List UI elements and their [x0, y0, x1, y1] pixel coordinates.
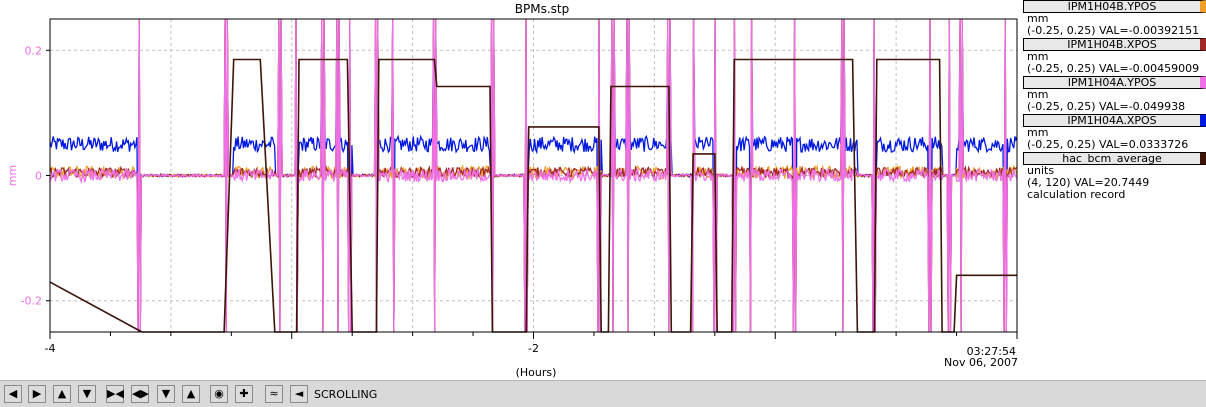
legend-series-name[interactable]: IPM1H04B.XPOS: [1023, 38, 1206, 51]
y-axis-label: mm: [6, 165, 19, 186]
legend-item[interactable]: IPM1H04B.YPOS mm (-0.25, 0.25) VAL=-0.0039…: [1021, 0, 1206, 37]
legend: IPM1H04B.YPOS mm (-0.25, 0.25) VAL=-0.0039…: [1021, 0, 1206, 202]
timestamp-date: Nov 06, 2007: [944, 356, 1018, 369]
arrow-up-icon[interactable]: ▲: [53, 385, 71, 403]
legend-series-unit: mm: [1027, 12, 1049, 25]
y-tick-label: -0.2: [21, 295, 42, 308]
timestamp-time: 03:27:54: [966, 345, 1016, 358]
legend-item[interactable]: hac_bcm_average units (4, 120) VAL=20.7449…: [1021, 152, 1206, 201]
legend-series-range: (-0.25, 0.25) VAL=-0.049938: [1027, 100, 1186, 113]
legend-item[interactable]: IPM1H04A.YPOS mm (-0.25, 0.25) VAL=-0.0499…: [1021, 76, 1206, 113]
legend-series-name[interactable]: IPM1H04A.XPOS: [1023, 114, 1206, 127]
legend-series-range: (4, 120) VAL=20.7449: [1027, 176, 1150, 189]
plot-axes: 0.2 0 -0.2 mm -4 -2: [6, 44, 1018, 355]
zoom-in-x-icon[interactable]: ▶◀: [106, 385, 124, 403]
legend-series-name[interactable]: IPM1H04A.YPOS: [1023, 76, 1206, 89]
legend-series-range: (-0.25, 0.25) VAL=0.0333726: [1027, 138, 1189, 151]
x-tick-label: -2: [528, 342, 539, 355]
legend-series-unit: mm: [1027, 126, 1049, 139]
arrow-down-icon[interactable]: ▼: [78, 385, 96, 403]
legend-series-range: (-0.25, 0.25) VAL=-0.00459009: [1027, 62, 1200, 75]
zoom-out-x-icon[interactable]: ◀▶: [131, 385, 149, 403]
y-tick-label: 0.2: [25, 44, 43, 57]
legend-series-note: calculation record: [1027, 188, 1126, 201]
legend-series-range: (-0.25, 0.25) VAL=-0.00392151: [1027, 24, 1200, 37]
toolbar: ◀ ▶ ▲ ▼ ▶◀ ◀▶ ▼ ▲ ◉ ✚ ≈ ◄ SCROLLING: [0, 380, 1206, 407]
legend-item[interactable]: IPM1H04A.XPOS mm (-0.25, 0.25) VAL=0.03337…: [1021, 114, 1206, 151]
arrow-left-icon[interactable]: ◀: [4, 385, 22, 403]
x-tick-label: -4: [45, 342, 56, 355]
arrow-right-icon[interactable]: ▶: [28, 385, 46, 403]
legend-series-unit: mm: [1027, 88, 1049, 101]
y-tick-label: 0: [35, 170, 42, 183]
trace-ipm1h04a-ypos: [49, 18, 1018, 333]
legend-series-name[interactable]: IPM1H04B.YPOS: [1023, 0, 1206, 13]
legend-item[interactable]: IPM1H04B.XPOS mm (-0.25, 0.25) VAL=-0.0045…: [1021, 38, 1206, 75]
back-to-live-icon[interactable]: ◄: [290, 385, 308, 403]
trace-ipm1h04b-xpos: [49, 18, 1018, 333]
plot-svg[interactable]: 0.2 0 -0.2 mm -4 -2: [0, 0, 1206, 380]
zoom-in-y-icon[interactable]: ▼: [157, 385, 175, 403]
overlay-icon[interactable]: ≈: [265, 385, 283, 403]
record-icon[interactable]: ◉: [210, 385, 228, 403]
legend-series-name[interactable]: hac_bcm_average: [1023, 152, 1206, 165]
crosshair-icon[interactable]: ✚: [235, 385, 253, 403]
legend-series-unit: units: [1027, 164, 1055, 177]
x-axis-label: (Hours): [515, 366, 557, 379]
scrolling-status: SCROLLING: [314, 388, 378, 401]
legend-series-unit: mm: [1027, 50, 1049, 63]
zoom-out-y-icon[interactable]: ▲: [182, 385, 200, 403]
chart-title: BPMs.stp: [514, 2, 570, 16]
